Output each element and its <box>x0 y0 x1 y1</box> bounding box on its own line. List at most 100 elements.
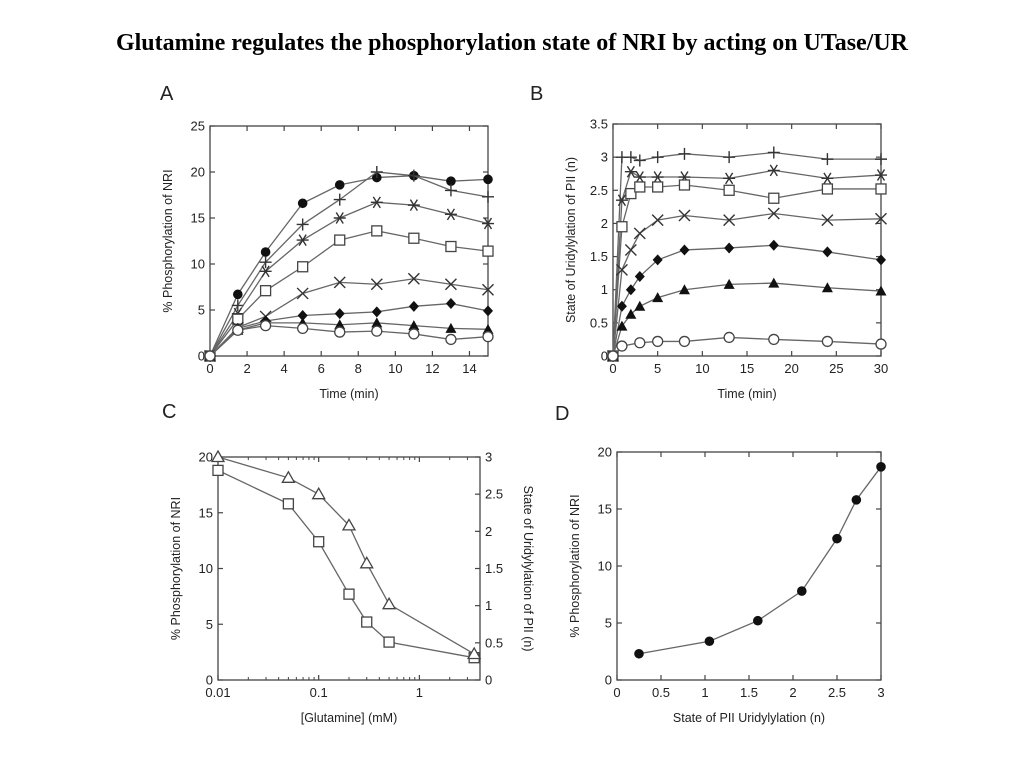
x-tick-label: 20 <box>784 361 798 376</box>
data-point <box>259 256 272 269</box>
data-point <box>445 298 456 310</box>
data-point <box>408 320 420 331</box>
data-point <box>625 284 636 296</box>
data-point <box>231 299 244 312</box>
data-point <box>875 338 887 350</box>
data-point <box>408 232 420 244</box>
panel-letter: A <box>160 83 174 105</box>
y-tick-label: 1.5 <box>590 249 608 264</box>
data-point <box>482 245 494 257</box>
data-point <box>370 196 383 209</box>
series-filled-circle <box>205 170 493 361</box>
data-point <box>296 234 309 246</box>
data-point <box>483 174 493 185</box>
data-point <box>297 261 309 273</box>
chart-panel-a: A 0 2 4 6 8 10 12 14 0 5 10 15 20 25 Time (min) % Phosph… <box>160 83 494 401</box>
data-point <box>607 350 619 362</box>
y-tick-label: 1 <box>601 282 608 297</box>
y-tick-label: 25 <box>191 119 205 134</box>
data-point <box>615 263 628 276</box>
y-tick-label: 3.5 <box>590 117 608 132</box>
series-open-circle <box>607 331 887 362</box>
x-tick-label: 0 <box>613 685 620 700</box>
x-tick-label: 0.1 <box>310 685 328 700</box>
data-point <box>210 449 226 463</box>
x-tick-label: 1.5 <box>740 685 758 700</box>
data-point <box>723 214 736 227</box>
data-point <box>634 337 646 349</box>
data-point <box>652 181 664 193</box>
data-point <box>233 289 243 300</box>
data-point <box>768 333 780 346</box>
data-point <box>371 225 383 237</box>
series-filled-triangle <box>607 277 887 361</box>
series-line <box>209 302 489 357</box>
y-tick-label: 20 <box>191 165 205 180</box>
data-point <box>822 246 833 258</box>
data-point <box>821 214 834 227</box>
data-point <box>651 171 664 183</box>
data-point <box>633 227 646 240</box>
series-open-square <box>212 464 480 664</box>
data-point <box>624 243 637 256</box>
series-line <box>217 469 475 659</box>
series-line <box>612 212 882 357</box>
data-point <box>359 555 374 569</box>
data-point <box>678 335 691 348</box>
series-open-circle <box>204 319 494 362</box>
data-point <box>821 153 834 166</box>
chart-panel-b: B 0 5 10 15 20 25 30 0 0.5 1 1.5 2 2.5 3 3.5 Time (min) S… <box>530 83 888 401</box>
data-point <box>333 212 346 224</box>
x-tick-label: 2.5 <box>828 685 846 700</box>
data-point <box>259 265 272 278</box>
data-point <box>678 209 691 222</box>
y-tick-label: 2 <box>601 216 608 231</box>
x-tick-label: 25 <box>829 361 843 376</box>
data-point <box>767 207 780 220</box>
data-point <box>634 648 644 659</box>
x-tick-label: 1 <box>416 685 423 700</box>
data-point <box>232 313 244 325</box>
data-point <box>634 300 646 311</box>
data-point <box>445 322 457 333</box>
x-tick-label: 12 <box>425 361 439 376</box>
y2-tick-label: 2 <box>485 524 492 539</box>
data-point <box>652 335 664 348</box>
panel-letter: D <box>555 403 569 425</box>
data-point <box>875 183 887 195</box>
data-point <box>297 322 309 335</box>
data-point <box>633 154 646 167</box>
y2-tick-label: 1.5 <box>485 561 503 576</box>
data-point <box>678 179 691 191</box>
series-open-triangle <box>210 449 482 660</box>
data-point <box>381 596 397 610</box>
data-point <box>821 183 834 195</box>
data-point <box>679 244 690 256</box>
data-point <box>445 240 457 253</box>
data-point <box>634 181 646 193</box>
chart-panel-c: C0.01 0.1 10510152000.511.522.53[Glutamine… <box>162 401 535 725</box>
data-point <box>624 165 637 178</box>
series-line <box>638 466 882 655</box>
panel-letter: C <box>162 401 176 423</box>
y-tick-label: 15 <box>199 505 213 520</box>
y-axis-label: % Phosphorylation of NRI <box>161 169 175 312</box>
plot-frame <box>616 451 882 681</box>
y2-tick-label: 3 <box>485 450 492 465</box>
data-point <box>616 221 628 233</box>
data-point <box>482 323 494 334</box>
series-line <box>612 184 881 357</box>
y2-tick-label: 0.5 <box>485 635 503 650</box>
x-axis-label: [Glutamine] (mM) <box>301 711 398 725</box>
y2-tick-label: 2.5 <box>485 487 503 502</box>
data-point <box>723 331 735 344</box>
x-tick-label: 4 <box>281 361 288 376</box>
page-title: Glutamine regulates the phosphorylation … <box>115 30 909 56</box>
series-plus <box>204 166 494 362</box>
y-tick-label: 0 <box>198 349 205 364</box>
data-point <box>333 276 346 289</box>
data-point <box>768 277 780 288</box>
data-point <box>334 234 346 246</box>
data-point <box>311 486 326 500</box>
